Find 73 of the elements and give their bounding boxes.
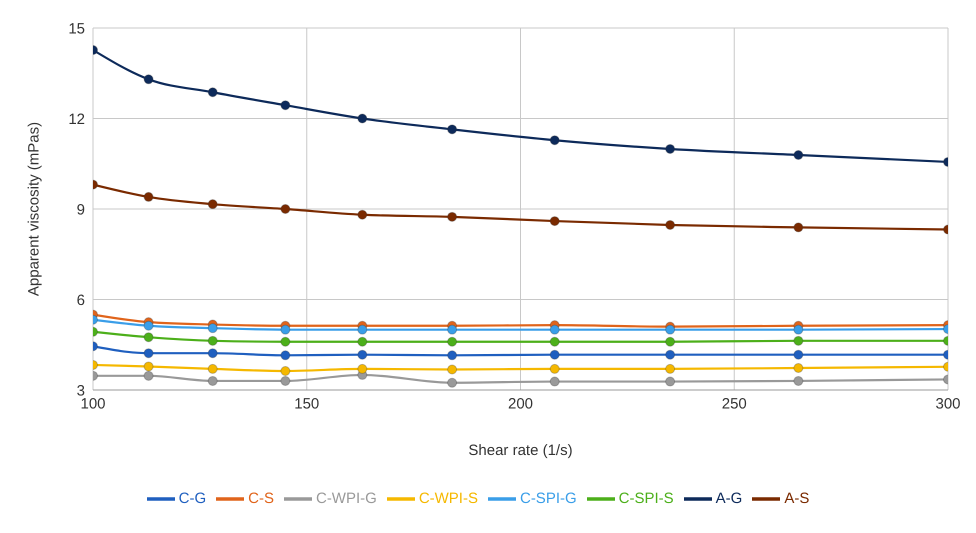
y-tick-label: 15 — [68, 20, 85, 38]
point — [357, 364, 368, 374]
x-axis-title: Shear rate (1/s) — [468, 442, 573, 459]
point — [447, 378, 458, 388]
point — [793, 324, 804, 335]
point — [280, 324, 290, 335]
legend-label: C-S — [248, 490, 274, 507]
point — [144, 370, 154, 381]
y-tick-label: 9 — [76, 201, 85, 218]
point — [665, 364, 676, 374]
point — [144, 348, 154, 358]
legend-label: C-WPI-G — [316, 490, 377, 507]
point — [793, 222, 804, 232]
point — [357, 324, 368, 335]
point — [550, 336, 560, 347]
legend-label: C-WPI-S — [418, 490, 478, 507]
point — [447, 212, 458, 222]
x-tick-label: 200 — [508, 396, 534, 413]
legend-label: C-G — [178, 490, 206, 507]
point — [280, 204, 290, 214]
point — [208, 323, 218, 334]
point — [144, 361, 154, 372]
point — [793, 150, 804, 160]
point — [208, 376, 218, 386]
point — [208, 348, 218, 358]
point — [447, 336, 458, 347]
point — [550, 216, 560, 226]
point — [357, 210, 368, 220]
point — [144, 192, 154, 202]
point — [793, 376, 804, 386]
point — [793, 336, 804, 346]
point — [280, 376, 290, 386]
point — [144, 74, 154, 84]
point — [357, 350, 368, 360]
point — [208, 364, 218, 374]
point — [447, 124, 458, 134]
point — [208, 87, 218, 98]
point — [550, 376, 560, 387]
legend-label: C-SPI-S — [618, 490, 674, 507]
legend-label: A-S — [784, 490, 810, 507]
point — [280, 100, 290, 110]
point — [665, 144, 676, 154]
point — [665, 376, 676, 387]
x-tick-label: 300 — [935, 396, 961, 413]
point — [447, 364, 458, 374]
x-tick-label: 150 — [294, 396, 320, 413]
point — [447, 350, 458, 360]
point — [208, 336, 218, 346]
x-tick-label: 250 — [722, 396, 747, 413]
point — [144, 332, 154, 342]
point — [144, 320, 154, 331]
point — [208, 199, 218, 210]
point — [550, 350, 560, 360]
point — [280, 336, 290, 347]
point — [665, 336, 676, 347]
point — [793, 362, 804, 373]
point — [280, 350, 290, 360]
y-tick-label: 12 — [68, 110, 85, 128]
y-tick-label: 6 — [76, 292, 85, 309]
legend-label: A-G — [716, 490, 742, 507]
legend-label: C-SPI-G — [520, 490, 577, 507]
point — [357, 114, 368, 124]
point — [793, 350, 804, 360]
point — [665, 220, 676, 230]
point — [665, 324, 676, 335]
point — [550, 135, 560, 146]
point — [550, 364, 560, 374]
point — [665, 350, 676, 360]
point — [280, 366, 290, 376]
point — [357, 336, 368, 347]
y-axis-title: Apparent viscosity (mPas) — [25, 122, 42, 296]
point — [447, 324, 458, 335]
point — [550, 324, 560, 335]
